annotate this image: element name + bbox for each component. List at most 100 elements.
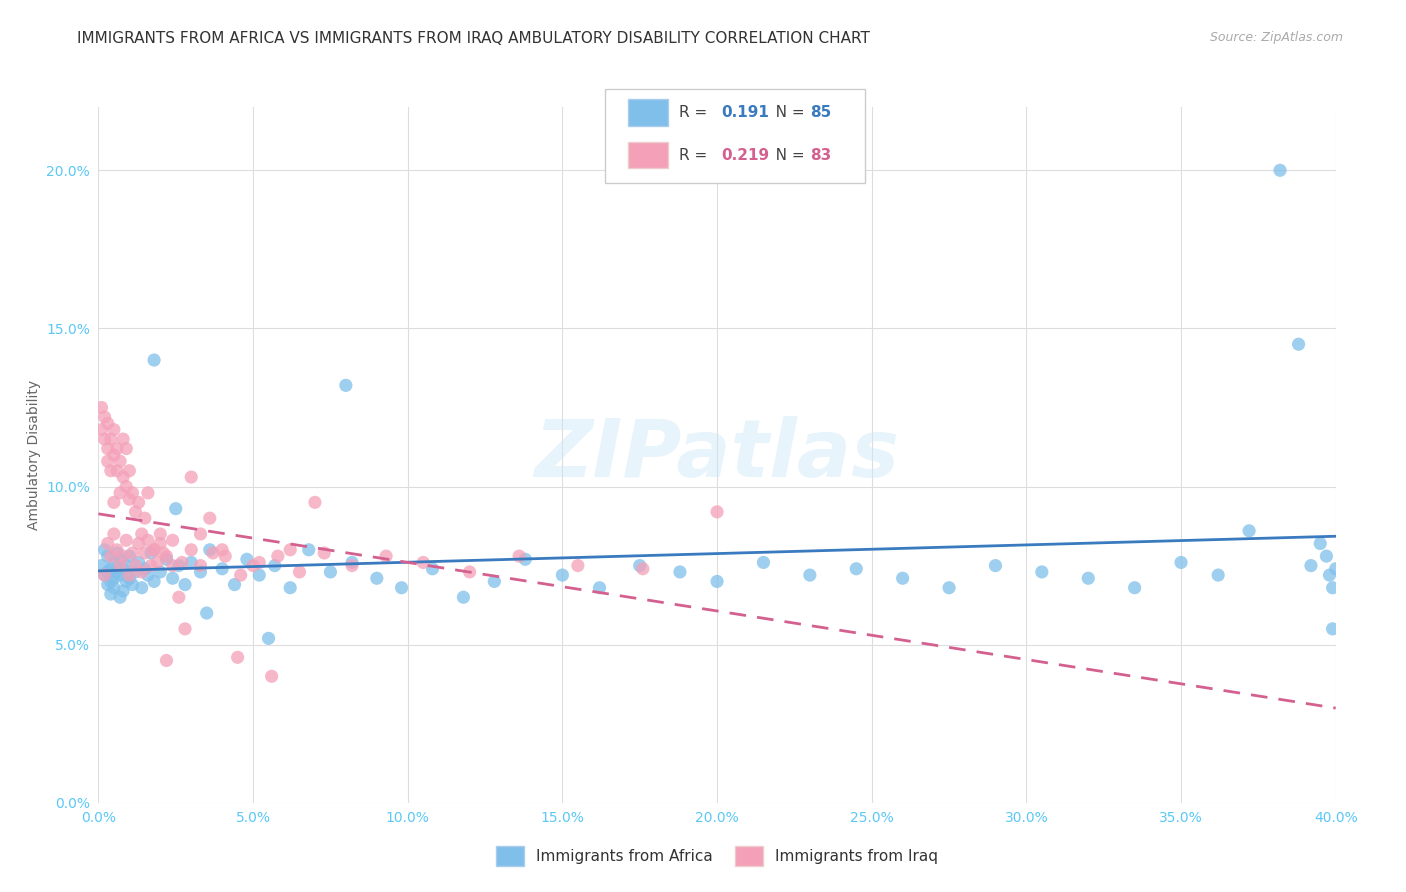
Point — [706, 505, 728, 519]
Point — [103, 495, 125, 509]
Point — [146, 556, 169, 570]
Point — [155, 653, 177, 667]
Point — [190, 565, 212, 579]
Point — [103, 581, 125, 595]
Legend: Immigrants from Africa, Immigrants from Iraq: Immigrants from Africa, Immigrants from … — [489, 840, 945, 871]
Point — [118, 549, 141, 563]
Text: R =: R = — [679, 105, 713, 120]
Point — [1322, 581, 1344, 595]
Point — [211, 542, 233, 557]
Point — [155, 552, 177, 566]
Point — [149, 527, 172, 541]
Point — [799, 568, 821, 582]
Point — [108, 568, 131, 582]
Point — [706, 574, 728, 589]
Point — [105, 546, 128, 560]
Point — [97, 442, 120, 456]
Point — [143, 353, 166, 368]
Point — [97, 417, 120, 431]
Point — [149, 536, 172, 550]
Point — [984, 558, 1007, 573]
Point — [90, 423, 112, 437]
Point — [103, 423, 125, 437]
Point — [105, 464, 128, 478]
Point — [103, 571, 125, 585]
Text: 85: 85 — [810, 105, 831, 120]
Point — [131, 565, 153, 579]
Point — [93, 568, 115, 582]
Point — [112, 583, 135, 598]
Point — [143, 574, 166, 589]
Point — [118, 464, 141, 478]
Point — [752, 556, 775, 570]
Point — [1288, 337, 1310, 351]
Point — [247, 556, 270, 570]
Point — [115, 479, 138, 493]
Point — [165, 501, 187, 516]
Point — [115, 574, 138, 589]
Point — [515, 552, 537, 566]
Point — [298, 542, 321, 557]
Text: N =: N = — [761, 105, 808, 120]
Point — [340, 556, 363, 570]
Point — [128, 495, 150, 509]
Point — [149, 565, 172, 579]
Point — [100, 562, 122, 576]
Point — [1268, 163, 1291, 178]
Point — [508, 549, 530, 563]
Point — [121, 546, 143, 560]
Point — [90, 401, 112, 415]
Point — [143, 542, 166, 557]
Point — [108, 558, 131, 573]
Point — [100, 549, 122, 563]
Point — [551, 568, 574, 582]
Point — [1322, 622, 1344, 636]
Point — [115, 533, 138, 548]
Point — [845, 562, 868, 576]
Point — [134, 546, 156, 560]
Point — [128, 556, 150, 570]
Point — [152, 546, 174, 560]
Point — [103, 527, 125, 541]
Point — [391, 581, 413, 595]
Point — [229, 568, 252, 582]
Point — [139, 546, 162, 560]
Point — [134, 562, 156, 576]
Point — [1206, 568, 1229, 582]
Point — [103, 556, 125, 570]
Point — [1170, 556, 1192, 570]
Point — [97, 454, 120, 468]
Point — [412, 556, 434, 570]
Point — [201, 546, 224, 560]
Point — [195, 606, 218, 620]
Point — [1324, 562, 1347, 576]
Point — [124, 558, 146, 573]
Point — [93, 432, 115, 446]
Point — [115, 442, 138, 456]
Point — [366, 571, 388, 585]
Point — [90, 558, 112, 573]
Point — [180, 556, 202, 570]
Point — [112, 432, 135, 446]
Text: IMMIGRANTS FROM AFRICA VS IMMIGRANTS FROM IRAQ AMBULATORY DISABILITY CORRELATION: IMMIGRANTS FROM AFRICA VS IMMIGRANTS FRO… — [77, 31, 870, 46]
Point — [278, 542, 301, 557]
Point — [484, 574, 506, 589]
Point — [103, 448, 125, 462]
Point — [112, 470, 135, 484]
Point — [458, 565, 481, 579]
Point — [139, 558, 162, 573]
Point — [190, 527, 212, 541]
Point — [278, 581, 301, 595]
Point — [891, 571, 914, 585]
Point — [136, 568, 159, 582]
Point — [453, 591, 475, 605]
Point — [167, 591, 190, 605]
Point — [631, 562, 654, 576]
Point — [100, 574, 122, 589]
Point — [97, 577, 120, 591]
Point — [267, 549, 290, 563]
Point — [257, 632, 280, 646]
Point — [131, 581, 153, 595]
Point — [1123, 581, 1146, 595]
Point — [226, 650, 249, 665]
